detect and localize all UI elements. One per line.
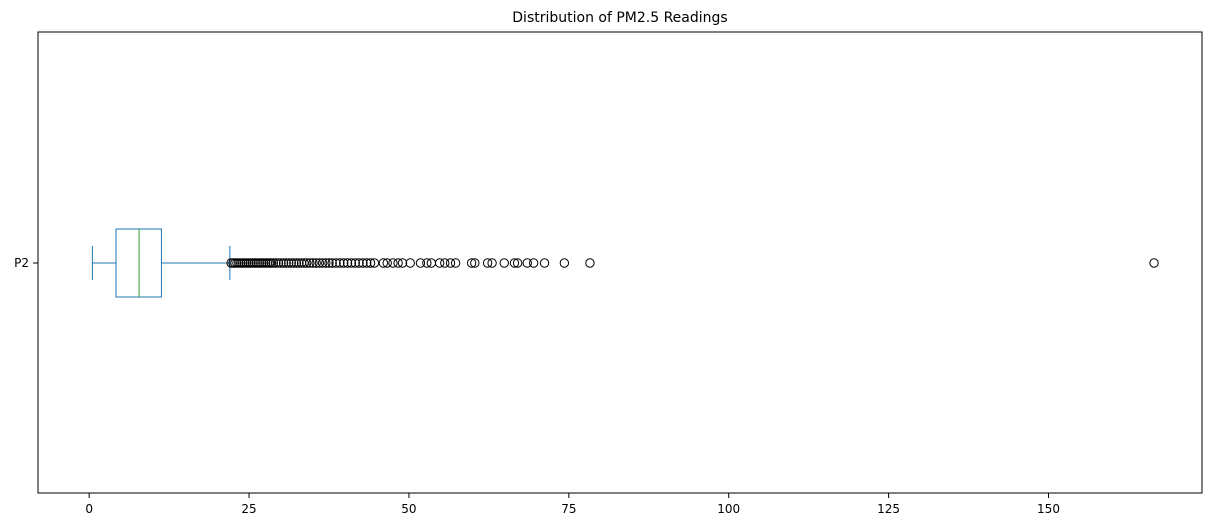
outlier-point [281, 258, 291, 268]
outlier-point [466, 258, 477, 268]
outlier-point [450, 258, 461, 268]
outlier-point [1149, 258, 1159, 268]
outlier-point [362, 258, 372, 268]
outlier-point [291, 258, 302, 268]
outlier-point [422, 258, 432, 268]
y-axis: P2 [14, 256, 38, 270]
x-tick-label: 125 [877, 502, 900, 516]
outlier-point [397, 258, 408, 268]
outlier-point [327, 258, 337, 268]
outlier-point [273, 258, 284, 268]
x-axis: 0 25 50 75 100 125 150 [85, 493, 1060, 516]
outlier-point [382, 258, 392, 268]
outlier-point [512, 258, 523, 268]
outlier-point [470, 258, 480, 268]
outlier-point [271, 258, 281, 268]
outlier-point [335, 258, 345, 268]
outlier-point [317, 258, 328, 268]
outlier-point [369, 258, 380, 268]
outlier-point [434, 258, 445, 268]
outlier-point [482, 258, 493, 268]
outlier-point [499, 258, 509, 268]
outlier-point [358, 258, 368, 268]
outlier-point [528, 258, 539, 268]
x-tick-label: 75 [561, 502, 576, 516]
outlier-point [445, 258, 456, 268]
outlier-point [286, 258, 296, 268]
chart-title: Distribution of PM2.5 Readings [512, 10, 727, 26]
outlier-point [301, 258, 312, 268]
outlier-point [346, 258, 357, 268]
outlier-point [268, 258, 279, 268]
plot-area [91, 228, 1159, 298]
outlier-point [324, 258, 334, 268]
x-tick-label: 25 [241, 502, 256, 516]
outlier-point [311, 258, 321, 268]
outlier-point [522, 258, 532, 268]
outlier-point [284, 258, 294, 268]
outlier-point [354, 258, 364, 268]
outlier-point [299, 258, 309, 268]
outlier-point [276, 258, 286, 268]
x-tick-label: 0 [85, 502, 93, 516]
outlier-point [365, 258, 376, 268]
x-tick-label: 100 [717, 502, 740, 516]
outlier-point [487, 258, 497, 268]
outlier-point [559, 258, 570, 268]
outlier-point [539, 258, 550, 268]
outlier-point [308, 258, 318, 268]
outlier-point [314, 258, 325, 268]
outlier-point [331, 258, 341, 268]
outlier-point [294, 258, 304, 268]
outlier-point [415, 258, 426, 268]
outlier-point [278, 258, 289, 268]
outlier-point [388, 258, 398, 268]
outlier-point [305, 258, 315, 268]
outlier-point [393, 258, 403, 268]
outlier-point [440, 258, 450, 268]
outlier-point [350, 258, 360, 268]
x-tick-label: 150 [1037, 502, 1060, 516]
outlier-point [289, 258, 299, 268]
outlier-point [342, 258, 353, 268]
outlier-point [405, 258, 415, 268]
y-tick-label: P2 [14, 256, 29, 270]
outlier-point [378, 258, 389, 268]
outlier-point [321, 258, 331, 268]
outlier-point [509, 258, 520, 268]
x-tick-label: 50 [401, 502, 416, 516]
outlier-point [585, 258, 595, 268]
outlier-point [339, 258, 349, 268]
